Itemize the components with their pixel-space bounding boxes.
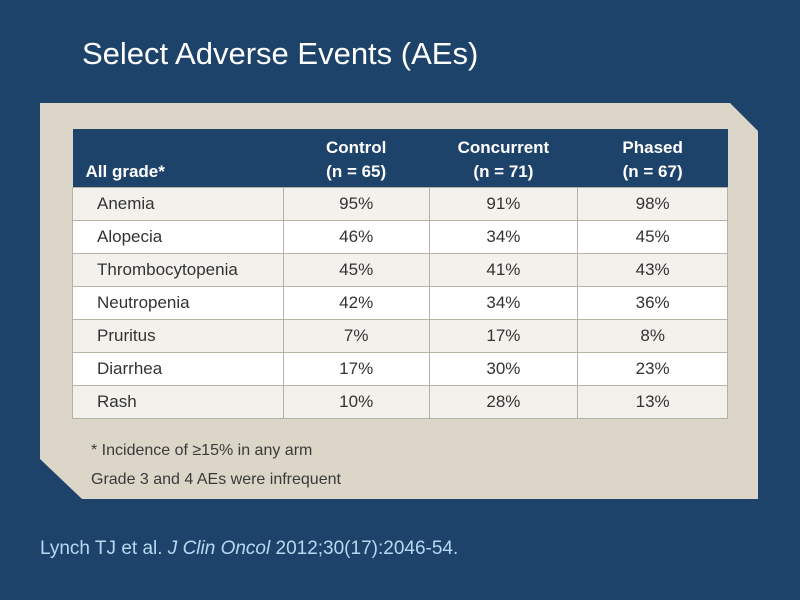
table-row: Rash 10% 28% 13%: [72, 384, 728, 419]
citation-details: 2012;30(17):2046-54.: [275, 538, 459, 559]
phased-value: 8%: [577, 318, 728, 353]
phased-value: 36%: [577, 285, 728, 320]
concurrent-value: 17%: [428, 318, 579, 353]
table-row: Diarrhea 17% 30% 23%: [72, 351, 728, 386]
phased-value: 43%: [577, 252, 728, 287]
header-arm-n: (n = 67): [622, 161, 683, 181]
control-value: 95%: [282, 186, 430, 221]
header-arm-n: (n = 65): [326, 161, 387, 181]
table-row: Alopecia 46% 34% 45%: [72, 219, 728, 254]
table-row: Anemia 95% 91% 98%: [72, 186, 728, 221]
concurrent-value: 91%: [428, 186, 579, 221]
phased-value: 98%: [577, 186, 728, 221]
table-row: Neutropenia 42% 34% 36%: [72, 285, 728, 320]
control-value: 45%: [282, 252, 430, 287]
citation-authors: Lynch TJ et al.: [40, 538, 163, 559]
control-value: 10%: [282, 384, 430, 419]
adverse-event-name: Diarrhea: [72, 351, 284, 386]
table-header-row: All grade* Control (n = 65) Concurrent (…: [72, 129, 728, 187]
adverse-events-table: All grade* Control (n = 65) Concurrent (…: [72, 129, 728, 419]
adverse-event-name: Anemia: [72, 186, 284, 221]
concurrent-value: 30%: [428, 351, 579, 386]
control-value: 42%: [282, 285, 430, 320]
phased-value: 45%: [577, 219, 728, 254]
control-value: 7%: [282, 318, 430, 353]
adverse-event-name: Rash: [72, 384, 284, 419]
phased-value: 23%: [577, 351, 728, 386]
concurrent-value: 41%: [428, 252, 579, 287]
citation: Lynch TJ et al. J Clin Oncol 2012;30(17)…: [40, 538, 458, 560]
concurrent-value: 34%: [428, 219, 579, 254]
header-arm-n: (n = 71): [473, 161, 534, 181]
concurrent-value: 28%: [428, 384, 579, 419]
adverse-event-name: Pruritus: [72, 318, 284, 353]
citation-journal: J Clin Oncol: [167, 538, 271, 559]
footnote-incidence: * Incidence of ≥15% in any arm: [91, 442, 313, 459]
header-arm-name: Concurrent: [457, 137, 550, 157]
header-row-label: All grade*: [85, 161, 165, 181]
table-row: Pruritus 7% 17% 8%: [72, 318, 728, 353]
header-phased: Phased (n = 67): [578, 129, 728, 187]
adverse-event-name: Alopecia: [72, 219, 284, 254]
header-control: Control (n = 65): [283, 129, 429, 187]
control-value: 17%: [282, 351, 430, 386]
header-concurrent: Concurrent (n = 71): [429, 129, 578, 187]
adverse-event-name: Neutropenia: [72, 285, 284, 320]
header-arm-name: Phased: [622, 137, 683, 157]
footnote-grade: Grade 3 and 4 AEs were infrequent: [91, 471, 341, 488]
concurrent-value: 34%: [428, 285, 579, 320]
control-value: 46%: [282, 219, 430, 254]
slide-title: Select Adverse Events (AEs): [82, 36, 479, 71]
header-arm-name: Control: [325, 137, 387, 157]
table-row: Thrombocytopenia 45% 41% 43%: [72, 252, 728, 287]
adverse-event-name: Thrombocytopenia: [72, 252, 284, 287]
phased-value: 13%: [577, 384, 728, 419]
